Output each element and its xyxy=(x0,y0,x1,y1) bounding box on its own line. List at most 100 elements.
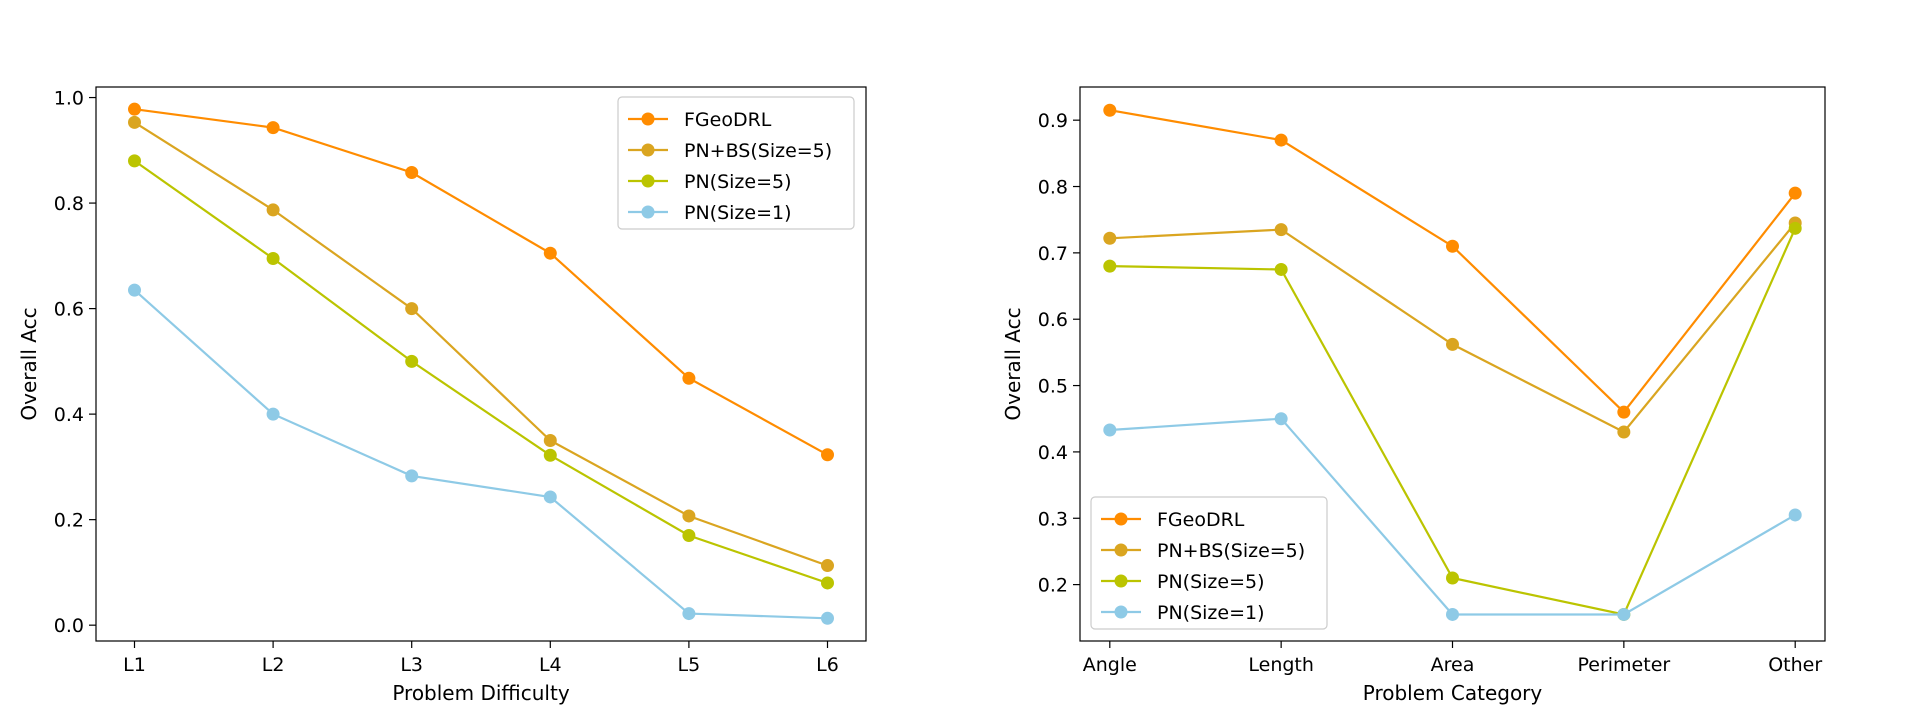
legend-label: PN(Size=5) xyxy=(1157,571,1265,593)
data-point xyxy=(1446,607,1459,621)
y-tick-label: 0.3 xyxy=(1038,508,1068,530)
x-tick-label: Angle xyxy=(1083,654,1137,676)
data-point xyxy=(1617,425,1631,439)
data-point xyxy=(128,102,141,116)
data-point xyxy=(1103,231,1117,245)
legend-box xyxy=(1090,496,1328,630)
x-tick-label: Other xyxy=(1768,654,1822,676)
data-point xyxy=(1788,221,1802,235)
x-tick-label: L3 xyxy=(400,654,423,676)
series-1 xyxy=(128,102,834,462)
data-point xyxy=(682,509,696,523)
data-point xyxy=(1274,223,1288,237)
series-line xyxy=(133,121,828,567)
x-tick-label: L4 xyxy=(539,654,562,676)
data-point xyxy=(266,251,280,265)
legend-label: FGeoDRL xyxy=(684,109,772,131)
data-point xyxy=(128,115,141,129)
data-point xyxy=(1446,239,1459,253)
data-point xyxy=(266,121,280,135)
chart-panel-2: Angle Length Area Perimeter Other 0.2 0.3 0.4 0.… xyxy=(1001,86,1826,705)
legend-label: PN+BS(Size=5) xyxy=(684,140,832,162)
legend-label: FGeoDRL xyxy=(1157,509,1245,531)
chart-panel-1: L1 L2 L3 L4 L5 L6 0.0 0.2 0.4 0.6 0.8 1.0 Problem Di… xyxy=(17,86,867,705)
data-point xyxy=(266,203,280,217)
data-point xyxy=(543,434,557,448)
legend-entry: PN(Size=5) xyxy=(628,171,792,193)
legend-marker xyxy=(1114,512,1128,526)
data-point xyxy=(1274,412,1288,426)
legend: FGeoDRL PN+BS(Size=5) PN(Size=5) PN(Size=1) xyxy=(617,96,855,230)
legend-marker xyxy=(641,205,655,219)
data-point xyxy=(128,154,141,168)
legend-label: PN+BS(Size=5) xyxy=(1157,540,1305,562)
data-point xyxy=(405,165,419,179)
legend-box xyxy=(617,96,855,230)
x-tick-label: Perimeter xyxy=(1577,654,1670,676)
data-point xyxy=(821,576,834,590)
data-point xyxy=(1446,337,1459,351)
series-4 xyxy=(128,283,834,625)
data-point xyxy=(543,448,557,462)
data-point xyxy=(405,469,419,483)
legend-entry: PN(Size=1) xyxy=(628,202,792,224)
data-point xyxy=(1788,186,1802,200)
x-axis-label: Problem Category xyxy=(1363,681,1543,705)
data-point xyxy=(1617,607,1631,621)
legend-marker xyxy=(641,174,655,188)
series-4 xyxy=(1103,412,1802,621)
series-line xyxy=(133,289,828,620)
y-tick-label: 0.4 xyxy=(54,404,84,426)
data-point xyxy=(1274,133,1288,147)
legend-entry: PN+BS(Size=5) xyxy=(1101,540,1305,562)
legend-label: PN(Size=5) xyxy=(684,171,792,193)
y-tick-label: 0.2 xyxy=(1038,575,1068,597)
series-1 xyxy=(1103,103,1802,419)
legend-entry: PN(Size=1) xyxy=(1101,602,1265,624)
y-axis-label: Overall Acc xyxy=(1001,307,1025,420)
legend-marker xyxy=(641,112,655,126)
y-tick-label: 0.0 xyxy=(54,615,84,637)
x-axis-label: Problem Difficulty xyxy=(392,681,569,705)
x-tick-label: Length xyxy=(1248,654,1314,676)
legend-entry: PN(Size=5) xyxy=(1101,571,1265,593)
y-tick-label: 0.5 xyxy=(1038,376,1068,398)
y-tick-label: 1.0 xyxy=(54,88,84,110)
data-point xyxy=(821,448,834,462)
series-2 xyxy=(128,115,834,573)
y-tick-label: 0.2 xyxy=(54,510,84,532)
x-tick-label: Area xyxy=(1431,654,1475,676)
legend-label: PN(Size=1) xyxy=(1157,602,1265,624)
legend-entry: FGeoDRL xyxy=(628,109,772,131)
data-point xyxy=(1788,508,1802,522)
legend-marker xyxy=(1114,543,1128,557)
legend-marker xyxy=(1114,574,1128,588)
series-line xyxy=(134,108,829,456)
x-tick-label: L1 xyxy=(123,654,146,676)
data-point xyxy=(1103,423,1117,437)
data-point xyxy=(1617,405,1631,419)
y-tick-label: 0.9 xyxy=(1038,110,1068,132)
data-point xyxy=(543,490,557,504)
y-axis-label: Overall Acc xyxy=(17,307,41,420)
y-tick-label: 0.6 xyxy=(1038,309,1068,331)
series-line xyxy=(133,160,828,585)
legend-marker xyxy=(1114,605,1128,619)
series-2 xyxy=(1103,216,1802,439)
data-point xyxy=(266,407,280,421)
data-point xyxy=(1103,259,1117,273)
data-point xyxy=(682,607,696,621)
data-point xyxy=(821,611,834,625)
data-point xyxy=(1103,103,1117,117)
x-tick-label: L6 xyxy=(816,654,839,676)
data-point xyxy=(682,371,696,385)
legend-entry: FGeoDRL xyxy=(1101,509,1245,531)
data-point xyxy=(405,302,419,316)
y-tick-label: 0.7 xyxy=(1038,243,1068,265)
data-point xyxy=(1446,571,1459,585)
x-tick-label: L5 xyxy=(678,654,701,676)
y-tick-label: 0.6 xyxy=(54,299,84,321)
data-point xyxy=(543,246,557,260)
